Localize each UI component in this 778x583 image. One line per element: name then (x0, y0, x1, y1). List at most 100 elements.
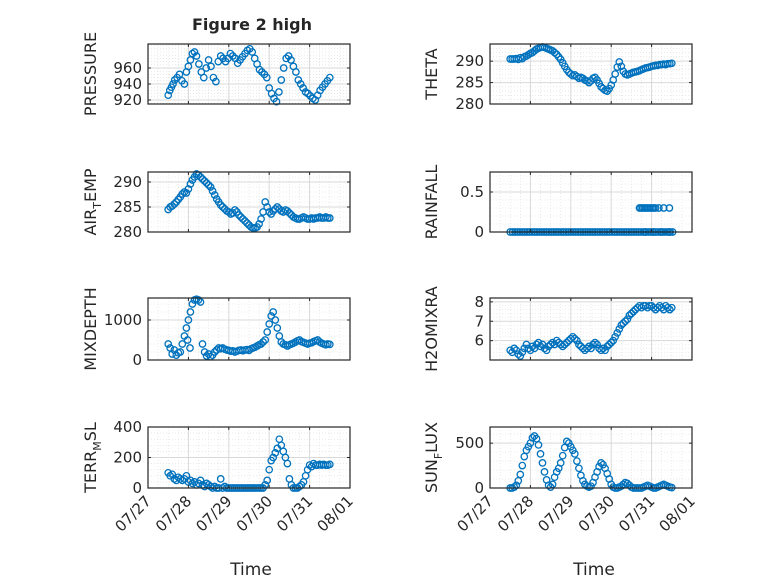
data-point (216, 201, 225, 209)
data-point (518, 348, 527, 357)
data-point (562, 338, 571, 347)
data-point (269, 453, 278, 462)
data-point (261, 336, 270, 344)
x-tick-label: 07/31 (273, 492, 316, 535)
data-point (245, 346, 253, 355)
data-point (325, 340, 334, 349)
data-point (239, 215, 247, 223)
data-point (178, 190, 187, 198)
data-point (279, 64, 288, 72)
x-tick-label: 07/29 (192, 492, 235, 535)
data-point (216, 475, 225, 483)
data-point (265, 320, 274, 328)
y-tick-label: 500 (455, 434, 484, 452)
data-point (282, 54, 291, 63)
data-point (542, 346, 551, 355)
y-axis-label-rainfall: RAINFALL (422, 165, 441, 240)
data-point (625, 311, 634, 320)
data-point (665, 305, 674, 314)
y-tick-label: 200 (113, 449, 142, 467)
data-point (558, 342, 567, 351)
data-point (605, 340, 614, 349)
data-point (231, 206, 239, 214)
data-point (560, 340, 569, 349)
data-point (621, 317, 630, 326)
subplot-rainfall: 0 0.5 RAINFALL (422, 165, 693, 241)
data-point (540, 468, 549, 476)
subplot-h2omixra: 6 78 H2OMIXRA (422, 286, 693, 372)
y-tick-label: 7 (474, 312, 484, 330)
data-point (207, 62, 215, 71)
data-point (186, 344, 194, 352)
data-point (587, 344, 595, 353)
data-point (526, 346, 535, 355)
data-point (218, 203, 227, 211)
data-point (597, 459, 605, 467)
y-tick-label: 960 (113, 59, 142, 77)
data-point (180, 80, 189, 88)
data-point (552, 336, 561, 345)
data-point (169, 80, 177, 88)
data-point (190, 48, 199, 56)
data-point (262, 73, 271, 82)
data-point (212, 77, 220, 86)
data-point (263, 476, 272, 485)
y-axis-label-pressure: PRESSURE (81, 32, 100, 116)
data-point (306, 92, 315, 100)
data-point (296, 80, 305, 88)
data-point (627, 309, 636, 318)
data-point (257, 215, 265, 223)
data-point (271, 449, 280, 457)
x-tick-label: 07/27 (112, 492, 155, 535)
data-point (295, 336, 304, 344)
data-point (528, 433, 537, 442)
data-point (615, 58, 624, 66)
data-point (575, 464, 583, 473)
data-point (651, 204, 660, 212)
data-point (287, 56, 295, 64)
data-point (241, 217, 249, 225)
data-point (518, 461, 527, 470)
data-point (514, 350, 523, 359)
y-tick-label: 6 (474, 332, 484, 350)
data-point (601, 346, 609, 355)
data-point (585, 342, 593, 351)
y-axis-label-sun_flux: SUNFLUX (422, 422, 445, 493)
data-point (198, 175, 207, 183)
data-point (198, 340, 207, 348)
data-point (271, 316, 280, 324)
data-point (599, 344, 607, 353)
data-point (188, 300, 197, 308)
data-point (568, 332, 577, 341)
data-point (573, 457, 581, 465)
data-point (546, 340, 555, 349)
data-point (202, 179, 211, 187)
data-point (269, 308, 278, 316)
data-point (206, 183, 215, 191)
data-point (275, 88, 283, 96)
data-point (273, 203, 282, 211)
data-point (272, 97, 281, 106)
data-point (192, 52, 201, 60)
data-point (199, 73, 208, 82)
data-point (210, 348, 219, 356)
y-axis-label-mixdepth: MIXDEPTH (81, 287, 100, 370)
data-point (619, 319, 628, 328)
x-tick-label: 08/01 (314, 492, 357, 535)
data-point (667, 59, 676, 68)
axes-box (489, 43, 693, 105)
data-point (186, 308, 195, 316)
data-point (294, 76, 303, 84)
data-point (655, 204, 663, 212)
y-axis-label-air_temp: AIRTEMP (81, 168, 104, 235)
data-point (263, 203, 272, 211)
data-point (528, 342, 537, 351)
data-point (283, 207, 292, 215)
y-tick-label: 8 (474, 293, 484, 311)
data-point (295, 482, 304, 491)
data-point (325, 73, 334, 82)
data-point (623, 315, 632, 324)
